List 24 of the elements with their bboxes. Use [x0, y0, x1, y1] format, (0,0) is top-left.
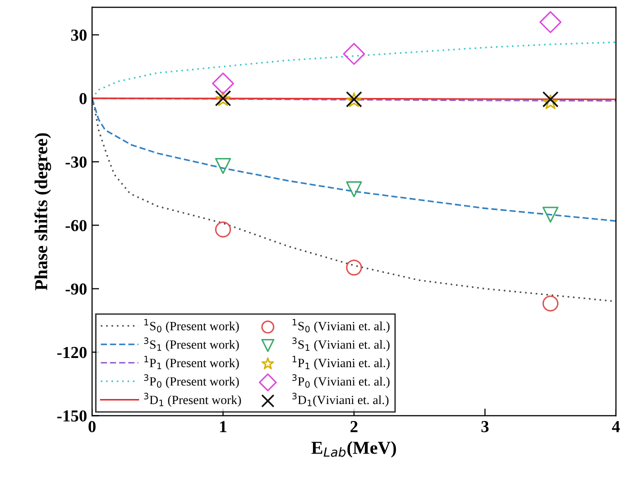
x-tick-label: 4: [612, 421, 620, 432]
x-tick-label: 0: [88, 420, 96, 432]
y-tick-label: -90: [66, 283, 87, 295]
y-tick-label: -60: [66, 220, 87, 232]
x-axis-title: E$_{Lab}$(MeV): [311, 441, 396, 458]
legend-label: $^{1}$S$_{0}$ (Viviani et. al.): [292, 319, 390, 333]
legend-label: $^{1}$P$_{1}$ (Viviani et. al.): [292, 356, 390, 370]
x-tick-label: 1: [220, 421, 226, 432]
y-tick-label: 30: [71, 30, 87, 41]
x-tick-label: 3: [481, 421, 489, 432]
legend-label: $^{3}$D$_{1}$ (Present work): [144, 392, 241, 407]
y-axis-title: Phase shifts (degree): [34, 133, 52, 290]
legend-label: $^{1}$S$_{0}$ (Present work): [144, 319, 239, 333]
y-tick-label: 0: [80, 93, 87, 104]
legend-label: $^{3}$P$_{0}$ (Viviani et. al.): [292, 374, 390, 388]
y-tick-label: -120: [57, 346, 87, 358]
legend-label: $^{3}$S$_{1}$ (Present work): [144, 337, 239, 352]
y-tick-label: -30: [66, 156, 87, 168]
legend-label: $^{3}$P$_{0}$ (Present work): [144, 374, 239, 388]
legend-label: $^{1}$P$_{1}$ (Present work): [144, 356, 239, 370]
legend-label: $^{3}$D$_{1}$(Viviani et. al.): [292, 392, 388, 407]
y-tick-label: -150: [57, 410, 87, 422]
legend-label: $^{3}$S$_{1}$ (Viviani et. al.): [292, 337, 390, 352]
x-tick-label: 2: [350, 421, 358, 432]
